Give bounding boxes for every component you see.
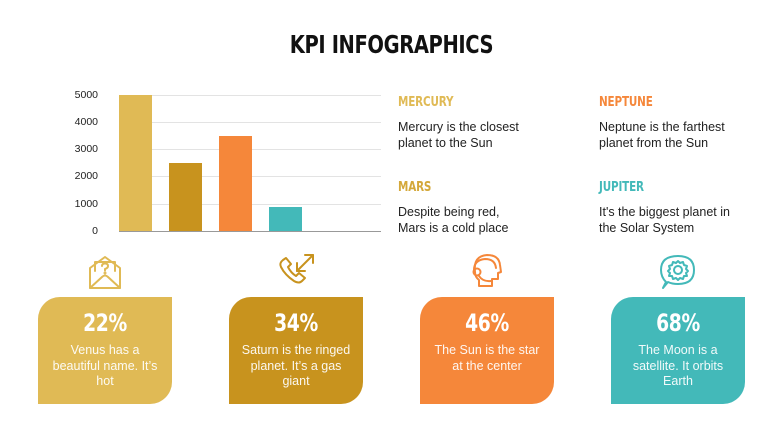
planet-name: MARS [398,180,432,195]
y-tick-2000: 2000 [74,170,98,182]
kpi-desc: The Sun is the star at the center [434,343,540,373]
desc-line: Mercury is the closest [398,120,519,134]
kpi-desc: Saturn is the ringed planet. It’s a gas … [241,343,351,388]
bar-sun [219,135,252,231]
bar-moon [269,206,302,231]
kpi-percent: 34% [274,309,318,337]
desc-line: It's the biggest planet in [599,205,730,219]
planet-name: JUPITER [599,180,644,195]
planet-desc: It's the biggest planet in the Solar Sys… [599,205,779,236]
kpi-card-moon: 68% The Moon is a satellite. It orbits E… [611,297,745,404]
phone-arrows-icon [276,250,316,290]
envelope-question-icon [85,252,125,292]
page-title: KPI INFOGRAPHICS [289,30,494,59]
planet-mars: MARS Despite being red, Mars is a cold p… [398,180,578,236]
bar-saturn [169,163,202,231]
gridline [119,95,381,96]
desc-line: Mars is a cold place [398,220,509,235]
kpi-desc: Venus has a beautiful name. It’s hot [52,343,158,388]
y-tick-1000: 1000 [74,198,98,210]
planet-name: NEPTUNE [599,95,653,110]
y-tick-5000: 5000 [74,89,98,101]
y-tick-0: 0 [92,225,98,237]
planet-name: MERCURY [398,95,454,110]
x-axis-line [119,231,381,232]
desc-line: planet from the Sun [599,135,709,150]
kpi-card-sun: 46% The Sun is the star at the center [420,297,554,404]
y-tick-4000: 4000 [74,116,98,128]
kpi-desc: The Moon is a satellite. It orbits Earth [632,343,724,388]
kpi-card-venus: 22% Venus has a beautiful name. It’s hot [38,297,172,404]
planet-desc: Despite being red, Mars is a cold place [398,205,578,236]
planet-desc: Neptune is the farthest planet from the … [599,120,779,151]
headset-agent-icon [465,250,505,290]
desc-line: the Solar System [599,220,695,235]
planet-mercury: MERCURY Mercury is the closest planet to… [398,95,578,151]
bar-venus [119,95,152,231]
kpi-card-saturn: 34% Saturn is the ringed planet. It’s a … [229,297,363,404]
planet-desc: Mercury is the closest planet to the Sun [398,120,578,151]
desc-line: Neptune is the farthest [599,120,725,134]
kpi-percent: 68% [656,309,700,337]
desc-line: planet to the Sun [398,135,493,150]
kpi-percent: 22% [83,309,127,337]
gear-chat-icon [657,250,697,290]
gridline [119,122,381,123]
y-tick-3000: 3000 [74,143,98,155]
bar-chart: 5000 4000 3000 2000 1000 0 [60,86,381,237]
planet-jupiter: JUPITER It's the biggest planet in the S… [599,180,779,236]
desc-line: Despite being red, [398,205,500,219]
kpi-percent: 46% [465,309,509,337]
planet-neptune: NEPTUNE Neptune is the farthest planet f… [599,95,779,151]
